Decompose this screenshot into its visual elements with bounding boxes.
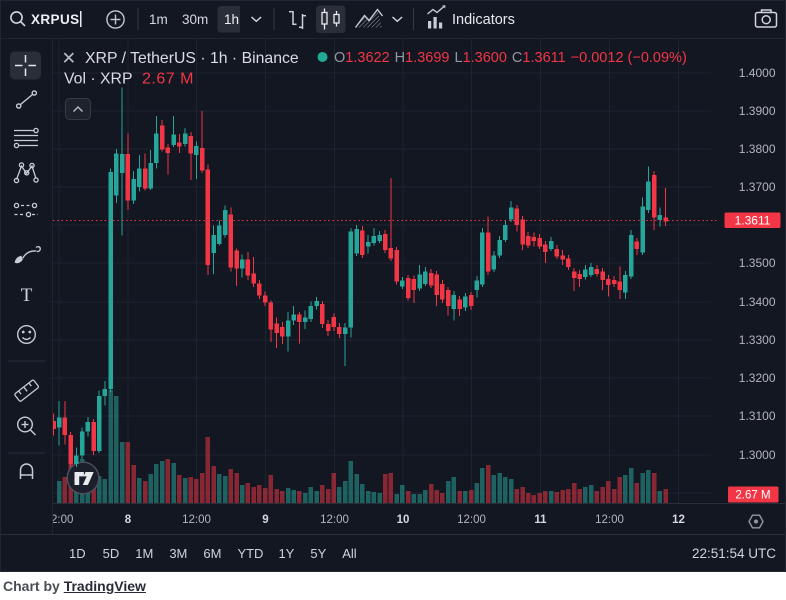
svg-text:11: 11 <box>534 514 547 526</box>
svg-text:1.3800: 1.3800 <box>739 142 776 156</box>
svg-text:1.3000: 1.3000 <box>739 448 776 462</box>
svg-text:12:00: 12:00 <box>457 514 486 526</box>
svg-text:1.4000: 1.4000 <box>739 66 776 80</box>
svg-text:1.3900: 1.3900 <box>739 104 776 118</box>
svg-text:XRP / TetherUS · 1h · Binance: XRP / TetherUS · 1h · Binance <box>85 50 299 67</box>
svg-text:1.3700: 1.3700 <box>739 180 776 194</box>
svg-text:1h: 1h <box>224 12 239 27</box>
svg-text:2.67 M: 2.67 M <box>142 71 194 88</box>
svg-text:T: T <box>21 285 33 306</box>
svg-text:9: 9 <box>262 514 268 526</box>
svg-text:1.3611: 1.3611 <box>735 213 771 227</box>
svg-text:10: 10 <box>397 514 410 526</box>
svg-text:1.3300: 1.3300 <box>739 333 776 347</box>
svg-text:12:00: 12:00 <box>595 514 624 526</box>
svg-text:1m: 1m <box>149 12 168 27</box>
svg-text:30m: 30m <box>182 12 208 27</box>
svg-text:12:00: 12:00 <box>320 514 349 526</box>
svg-text:1.3500: 1.3500 <box>739 256 776 270</box>
svg-text:1.3100: 1.3100 <box>739 409 776 423</box>
svg-text:12: 12 <box>672 514 685 526</box>
svg-text:12:00: 12:00 <box>182 514 211 526</box>
svg-text:Vol · XRP: Vol · XRP <box>64 71 132 88</box>
svg-text:1.3200: 1.3200 <box>739 371 776 385</box>
svg-text:XRPUS: XRPUS <box>31 12 80 27</box>
svg-text:8: 8 <box>125 514 132 526</box>
svg-text:Indicators: Indicators <box>452 12 515 28</box>
svg-text:1.3400: 1.3400 <box>739 295 776 309</box>
svg-text:✕: ✕ <box>62 48 77 68</box>
svg-text:2.67 M: 2.67 M <box>735 490 770 502</box>
